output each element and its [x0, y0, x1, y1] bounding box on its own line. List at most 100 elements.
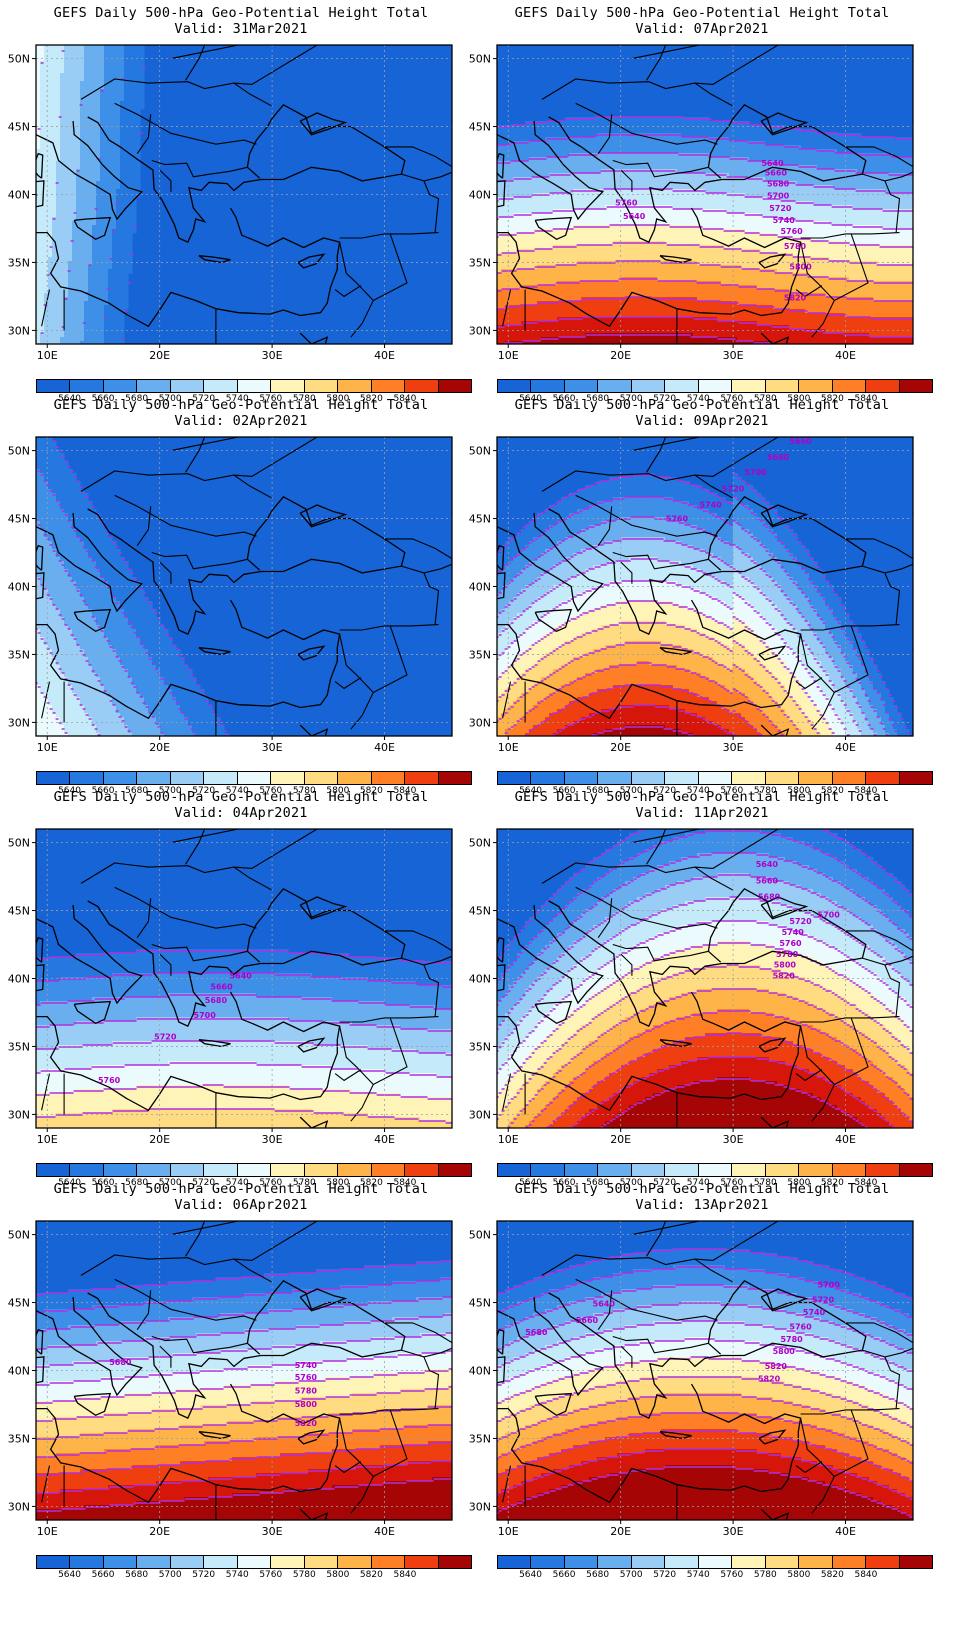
- colorbar-swatch: [236, 772, 271, 784]
- country-border: [800, 1417, 835, 1514]
- country-border: [114, 102, 257, 145]
- colorbar-swatch: [37, 1164, 70, 1176]
- colorbar-label: 5640: [519, 786, 542, 796]
- coastline: [497, 1356, 506, 1384]
- country-border: [185, 45, 206, 81]
- colorbar-swatch: [169, 380, 204, 392]
- country-border: [80, 862, 273, 891]
- country-border: [401, 171, 452, 182]
- coastline: [36, 1383, 341, 1504]
- country-border: [334, 1461, 362, 1474]
- colorbar-swatch: [697, 1556, 732, 1568]
- coastline: [659, 1039, 692, 1048]
- lat-tick-label: 50N: [469, 53, 491, 66]
- colorbar-label: 5720: [653, 394, 676, 404]
- colorbar-swatch: [136, 1556, 170, 1568]
- contour-label: 5760: [780, 227, 803, 236]
- contour-label: 5820: [773, 972, 796, 981]
- panel-valid-date: Valid: 07Apr2021: [461, 21, 943, 37]
- country-border: [631, 829, 700, 844]
- coastline: [198, 647, 231, 656]
- country-border: [834, 1017, 869, 1085]
- colorbar-swatch: [798, 1164, 832, 1176]
- coastline: [497, 1297, 604, 1397]
- colorbar-swatch: [530, 1164, 564, 1176]
- coastline: [497, 121, 604, 221]
- contour-label: 5680: [767, 179, 790, 188]
- coastline: [36, 1328, 44, 1355]
- coastline: [497, 991, 802, 1112]
- colorbar-swatch: [437, 1164, 472, 1176]
- coastline: [548, 1279, 867, 1419]
- country-border: [41, 289, 51, 327]
- country-border: [646, 1221, 667, 1257]
- country-border: [575, 102, 718, 145]
- country-border: [834, 625, 869, 693]
- colorbar-label: 5700: [620, 394, 643, 404]
- lat-tick-label: 40N: [469, 973, 491, 986]
- colorbar: [497, 379, 933, 393]
- colorbar-swatch: [664, 1556, 698, 1568]
- colorbar: [497, 771, 933, 785]
- colorbar-swatch: [270, 1164, 304, 1176]
- country-border: [800, 241, 835, 338]
- lon-tick-label: 30E: [723, 1525, 744, 1538]
- coastline: [299, 1288, 348, 1312]
- lon-tick-label: 10E: [37, 1133, 58, 1146]
- country-border: [795, 677, 823, 690]
- country-border: [597, 506, 613, 547]
- country-border: [339, 1408, 439, 1415]
- lat-tick-label: 30N: [469, 324, 491, 337]
- contour-label: 5640: [756, 860, 779, 869]
- contour-label: 5760: [98, 1076, 121, 1085]
- coastline: [297, 253, 326, 269]
- country-border: [800, 232, 900, 239]
- panel-title: GEFS Daily 500-hPa Geo-Potential Height …: [461, 5, 943, 21]
- colorbar-label: 5800: [326, 786, 349, 796]
- colorbar-label: 5840: [854, 1570, 877, 1580]
- contour-label: 5820: [295, 1419, 318, 1428]
- country-border: [334, 1069, 362, 1082]
- coastline: [760, 896, 809, 920]
- contour-label: 5760: [615, 198, 638, 207]
- coastline: [497, 152, 505, 179]
- country-border: [795, 285, 823, 298]
- country-border: [612, 551, 709, 570]
- coastline: [299, 504, 348, 528]
- country-border: [384, 146, 452, 168]
- colorbar-label: 5780: [293, 786, 316, 796]
- country-border: [373, 1409, 408, 1477]
- contour-label: 5740: [699, 501, 722, 510]
- country-border: [334, 677, 362, 690]
- country-border: [159, 561, 172, 584]
- coastline: [36, 964, 45, 992]
- colorbar-label: 5820: [360, 394, 383, 404]
- colorbar-swatch: [37, 772, 70, 784]
- coastline: [912, 179, 913, 181]
- coastline: [36, 180, 45, 208]
- country-border: [170, 829, 239, 844]
- contour-label: 5720: [154, 1033, 177, 1042]
- contour-label: 5680: [758, 893, 781, 902]
- contour-label: 5660: [576, 1316, 599, 1325]
- country-border: [694, 437, 779, 477]
- country-border: [795, 1069, 823, 1082]
- country-border: [541, 78, 734, 107]
- contour-label: 5700: [767, 192, 790, 201]
- colorbar-swatch: [630, 380, 665, 392]
- coastline: [760, 724, 790, 736]
- contour-label: 5740: [295, 1361, 318, 1370]
- colorbar-swatch: [303, 380, 338, 392]
- contour-label: 5780: [784, 242, 807, 251]
- colorbar-label: 5780: [754, 1178, 777, 1188]
- country-border: [612, 943, 709, 962]
- contour-label: 5700: [818, 1281, 841, 1290]
- colorbar-swatch: [69, 772, 103, 784]
- lat-tick-label: 40N: [469, 581, 491, 594]
- country-border: [41, 681, 51, 719]
- country-border: [862, 955, 913, 966]
- country-border: [373, 1017, 408, 1085]
- colorbar-swatch: [498, 1556, 531, 1568]
- coastline: [36, 513, 143, 613]
- country-border: [80, 78, 273, 107]
